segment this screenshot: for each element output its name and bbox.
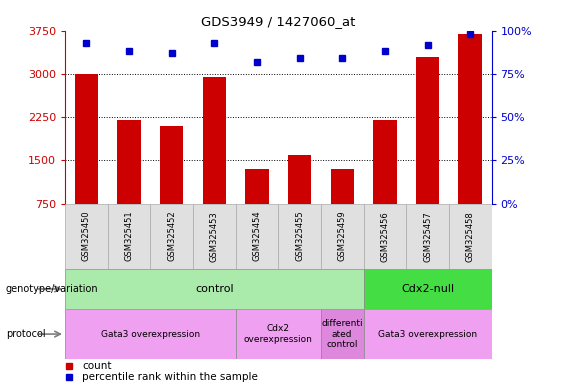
Text: differenti
ated
control: differenti ated control	[321, 319, 363, 349]
Text: Gata3 overexpression: Gata3 overexpression	[378, 329, 477, 339]
Bar	[331, 169, 354, 204]
Bar	[202, 77, 226, 204]
Text: GSM325451: GSM325451	[124, 211, 133, 262]
Text: GSM325450: GSM325450	[82, 211, 91, 262]
Text: GSM325456: GSM325456	[380, 211, 389, 262]
Bar	[416, 56, 440, 204]
Bar	[65, 204, 107, 269]
Bar	[150, 204, 193, 269]
Bar	[245, 169, 269, 204]
Text: Gata3 overexpression: Gata3 overexpression	[101, 329, 200, 339]
Title: GDS3949 / 1427060_at: GDS3949 / 1427060_at	[201, 15, 355, 28]
Bar	[373, 120, 397, 204]
Text: percentile rank within the sample: percentile rank within the sample	[82, 372, 258, 382]
Bar	[279, 204, 321, 269]
Bar	[364, 269, 492, 309]
Bar	[288, 155, 311, 204]
Text: GSM325458: GSM325458	[466, 211, 475, 262]
Bar	[117, 120, 141, 204]
Bar	[236, 309, 321, 359]
Bar	[107, 204, 150, 269]
Bar	[193, 204, 236, 269]
Text: GSM325452: GSM325452	[167, 211, 176, 262]
Text: GSM325455: GSM325455	[295, 211, 304, 262]
Text: count: count	[82, 361, 111, 371]
Bar	[65, 269, 364, 309]
Text: control: control	[195, 284, 233, 294]
Bar	[236, 204, 278, 269]
Bar	[65, 309, 236, 359]
Bar	[321, 204, 364, 269]
Text: Cdx2
overexpression: Cdx2 overexpression	[244, 324, 312, 344]
Text: GSM325454: GSM325454	[253, 211, 262, 262]
Bar	[160, 126, 184, 204]
Text: genotype/variation: genotype/variation	[6, 284, 98, 294]
Bar	[364, 309, 492, 359]
Bar	[449, 204, 492, 269]
Bar	[364, 204, 406, 269]
Bar	[75, 74, 98, 204]
Text: GSM325457: GSM325457	[423, 211, 432, 262]
Bar	[321, 309, 364, 359]
Text: GSM325459: GSM325459	[338, 211, 347, 262]
Bar	[458, 33, 482, 204]
Text: protocol: protocol	[6, 329, 45, 339]
Text: GSM325453: GSM325453	[210, 211, 219, 262]
Bar	[406, 204, 449, 269]
Text: Cdx2-null: Cdx2-null	[401, 284, 454, 294]
